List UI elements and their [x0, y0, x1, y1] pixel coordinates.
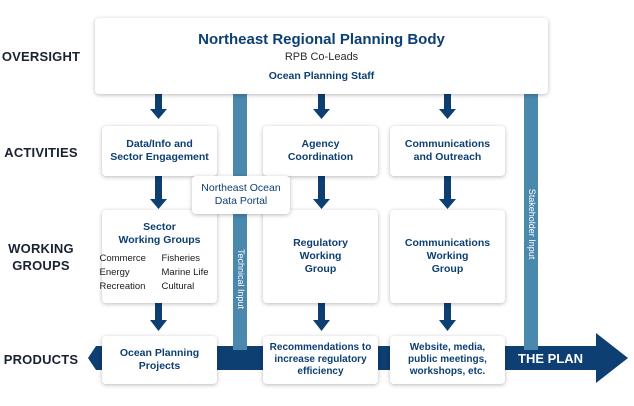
working-group-regulatory-box: Regulatory Working Group: [263, 210, 378, 303]
working-group-sector-box: Sector Working Groups Commerce Fisheries…: [100, 210, 220, 303]
working-group-regulatory-line1: Regulatory: [293, 237, 348, 249]
activity-agency-line1: Agency: [301, 138, 340, 150]
activity-agency-line2: Coordination: [287, 151, 354, 163]
activity-data-info-line2: Sector Engagement: [110, 151, 209, 163]
product-website-line1: Website, media,: [409, 342, 486, 353]
product-recommendations-line2: increase regulatory: [274, 354, 367, 365]
oversight-subtitle: RPB Co-Leads: [284, 50, 359, 63]
activity-data-info-box: Data/Info and Sector Engagement: [102, 126, 217, 176]
technical-input-bar: [233, 94, 247, 350]
down-arrows: [150, 94, 456, 331]
sector-item: Recreation: [99, 280, 146, 292]
activity-data-info-line1: Data/Info and: [126, 138, 193, 150]
sector-list: Commerce Fisheries Energy Marine Life Re…: [100, 253, 220, 293]
row-label-activities: ACTIVITIES: [4, 145, 78, 160]
sector-item: Fisheries: [161, 252, 201, 264]
product-ocean-planning-box: Ocean Planning Projects: [102, 336, 217, 384]
sector-item: Marine Life: [161, 266, 209, 278]
product-website-box: Website, media, public meetings, worksho…: [390, 336, 505, 384]
the-plan-label: THE PLAN: [518, 351, 583, 366]
row-label-products: PRODUCTS: [3, 352, 79, 367]
row-label-working-groups-line1: WORKING: [8, 241, 74, 256]
data-portal-line2: Data Portal: [214, 195, 268, 207]
product-website-line3: workshops, etc.: [409, 366, 486, 377]
working-group-regulatory-line3: Group: [304, 263, 337, 275]
oversight-title: Northeast Regional Planning Body: [198, 30, 445, 48]
working-group-communications-box: Communications Working Group: [390, 210, 505, 303]
row-label-oversight: OVERSIGHT: [1, 49, 81, 64]
product-recommendations-box: Recommendations to increase regulatory e…: [263, 336, 378, 384]
oversight-box: Northeast Regional Planning Body RPB Co-…: [95, 18, 548, 94]
technical-input-label: Technical Input: [236, 248, 246, 310]
product-ocean-line1: Ocean Planning: [119, 347, 200, 359]
working-group-sector-line2: Working Groups: [118, 233, 201, 246]
stakeholder-input-label: Stakeholder Input: [527, 188, 537, 260]
working-group-communications-line3: Group: [431, 263, 464, 275]
row-label-working-groups: WORKING GROUPS: [0, 240, 82, 274]
working-group-communications-line2: Working: [426, 250, 469, 262]
product-website-line2: public meetings,: [408, 354, 487, 365]
stakeholder-input-bar: [524, 94, 538, 350]
sector-item: Energy: [99, 266, 130, 278]
sector-item: Commerce: [99, 252, 146, 264]
activity-agency-box: Agency Coordination: [263, 126, 378, 176]
data-portal-line1: Northeast Ocean: [201, 182, 281, 194]
product-recommendations-line3: efficiency: [297, 366, 344, 377]
product-recommendations-line1: Recommendations to: [269, 342, 372, 353]
activity-communications-line1: Communications: [404, 138, 491, 150]
data-portal-box: Northeast Ocean Data Portal: [192, 176, 290, 214]
oversight-staff: Ocean Planning Staff: [268, 69, 375, 82]
sector-item: Cultural: [161, 280, 195, 292]
activity-communications-line2: and Outreach: [413, 151, 482, 163]
product-ocean-line2: Projects: [138, 360, 181, 372]
working-group-sector-line1: Sector: [143, 220, 176, 233]
working-group-communications-line1: Communications: [404, 237, 491, 249]
working-group-regulatory-line2: Working: [299, 250, 342, 262]
activity-communications-box: Communications and Outreach: [390, 126, 505, 176]
row-label-working-groups-line2: GROUPS: [12, 258, 70, 273]
